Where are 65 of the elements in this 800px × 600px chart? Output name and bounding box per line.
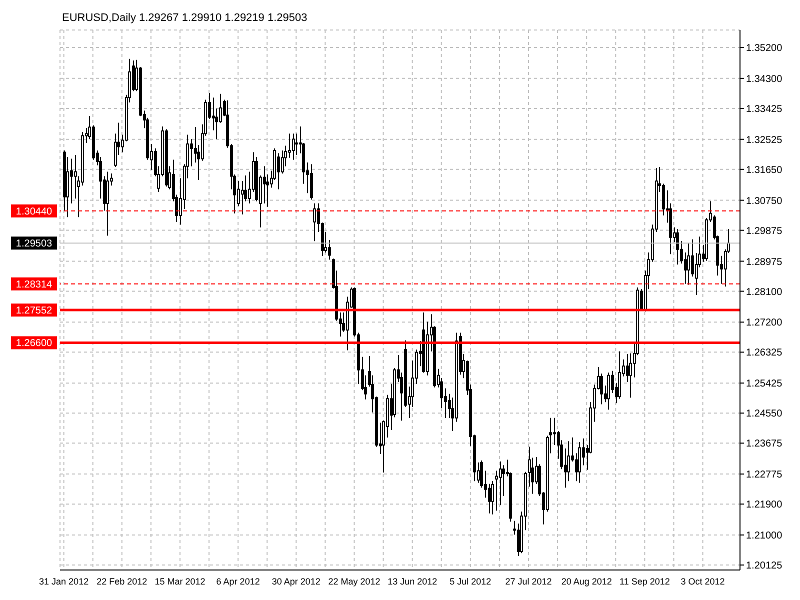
x-tick-label: 30 Apr 2012 xyxy=(272,576,320,586)
ref-line-label: 1.28314 xyxy=(16,279,53,290)
y-tick-label: 1.30750 xyxy=(746,196,783,207)
candlestick xyxy=(190,138,193,167)
x-tick-label: 31 Jan 2012 xyxy=(39,576,89,586)
candlestick xyxy=(263,166,266,204)
y-tick-label: 1.25425 xyxy=(746,378,783,390)
candlestick xyxy=(564,448,567,488)
candlestick xyxy=(488,483,491,514)
candlestick xyxy=(106,171,109,236)
candlestick xyxy=(491,480,494,515)
x-tick-label: 27 Jul 2012 xyxy=(505,576,552,586)
ref-line-label: 1.27552 xyxy=(16,306,53,317)
y-tick-label: 1.21900 xyxy=(746,500,783,511)
candlestick xyxy=(502,464,505,496)
y-tick-label: 1.23675 xyxy=(746,438,783,450)
candlestick xyxy=(687,242,690,286)
x-tick-label: 22 Feb 2012 xyxy=(96,576,148,586)
candlestick xyxy=(495,470,498,512)
y-tick-label: 1.26325 xyxy=(746,348,783,359)
candlestick xyxy=(553,417,556,446)
candlestick xyxy=(281,150,284,174)
candlestick xyxy=(292,133,295,160)
candlestick xyxy=(277,152,280,190)
y-tick-label: 1.34300 xyxy=(746,74,783,85)
y-tick-label: 1.29875 xyxy=(746,226,783,237)
candlestick xyxy=(662,183,665,216)
y-tick-label: 1.27200 xyxy=(746,318,783,329)
x-tick-label: 3 Oct 2012 xyxy=(680,576,725,586)
candlestick xyxy=(313,202,316,242)
candlestick xyxy=(295,133,298,156)
candlestick xyxy=(288,133,291,158)
y-tick-label: 1.22775 xyxy=(746,470,783,481)
x-tick-label: 22 May 2012 xyxy=(328,576,380,586)
candlestick xyxy=(626,354,629,382)
candlestick xyxy=(328,240,331,260)
candlestick xyxy=(499,461,502,506)
y-tick-label: 1.21000 xyxy=(746,530,783,542)
candlestick xyxy=(70,158,73,204)
y-tick-label: 1.35200 xyxy=(746,43,783,54)
x-tick-label: 11 Sep 2012 xyxy=(619,576,670,586)
ref-line-label: 1.29503 xyxy=(16,238,53,250)
x-tick-label: 20 Aug 2012 xyxy=(561,576,612,586)
ref-line-label: 1.30440 xyxy=(16,206,53,218)
y-tick-label: 1.28975 xyxy=(746,256,783,268)
candlestick xyxy=(480,460,483,488)
candlestick xyxy=(684,252,687,284)
x-tick-label: 13 Jun 2012 xyxy=(388,576,438,586)
chart-title: EURUSD,Daily 1.29267 1.29910 1.29219 1.29503 xyxy=(62,12,308,24)
y-tick-label: 1.28100 xyxy=(746,286,783,298)
y-tick-label: 1.20125 xyxy=(746,560,783,572)
x-tick-label: 6 Apr 2012 xyxy=(216,576,260,586)
y-tick-label: 1.32525 xyxy=(746,134,783,146)
x-tick-label: 5 Jul 2012 xyxy=(450,576,492,586)
y-tick-label: 1.33425 xyxy=(746,104,783,115)
candlestick xyxy=(219,93,222,124)
x-tick-label: 15 Mar 2012 xyxy=(154,576,206,586)
candlestick xyxy=(607,372,610,410)
ref-line-label: 1.26600 xyxy=(16,338,53,350)
candlestick xyxy=(629,352,632,398)
candlestick xyxy=(676,228,679,265)
y-tick-label: 1.31650 xyxy=(746,164,783,176)
y-tick-label: 1.24550 xyxy=(746,408,783,420)
candlestick xyxy=(241,180,244,215)
candlestick xyxy=(691,238,694,277)
